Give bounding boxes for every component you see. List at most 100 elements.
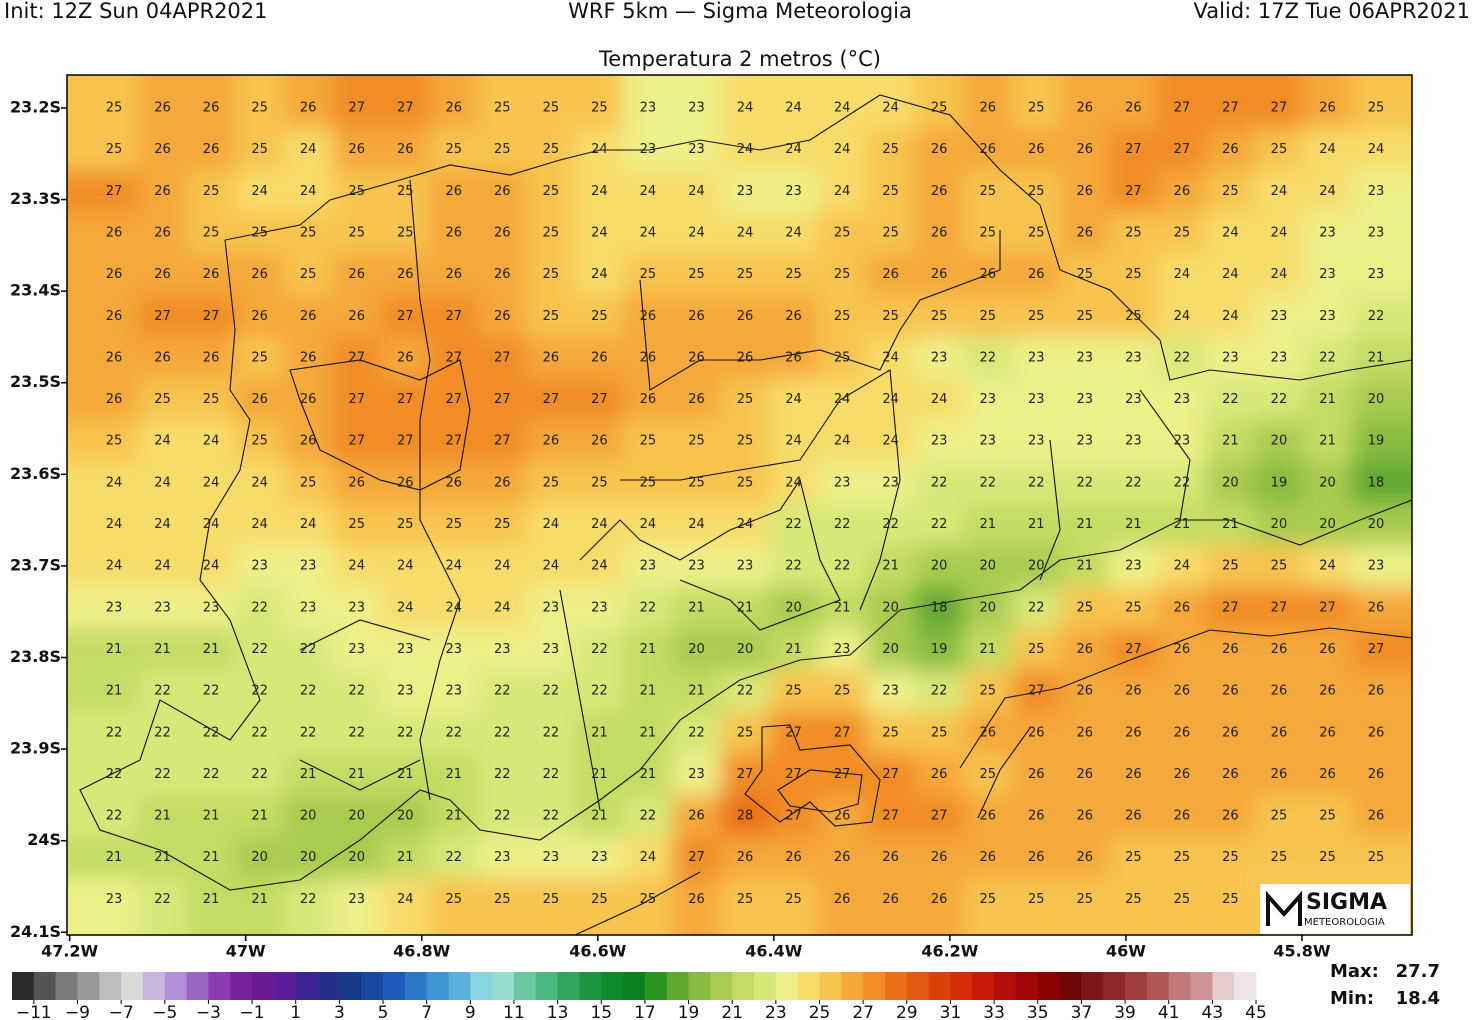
temperature-label: 20 bbox=[979, 600, 996, 615]
temperature-label: 26 bbox=[640, 309, 657, 324]
temperature-label: 26 bbox=[300, 434, 317, 449]
temperature-cell bbox=[186, 337, 236, 380]
temperature-label: 26 bbox=[397, 142, 414, 157]
temperature-label: 26 bbox=[1125, 684, 1142, 699]
temperature-cell bbox=[429, 462, 479, 505]
temperature-label: 26 bbox=[1222, 684, 1239, 699]
temperature-label: 22 bbox=[785, 559, 802, 574]
temperature-label: 23 bbox=[251, 559, 268, 574]
temperature-cell bbox=[283, 753, 333, 796]
temperature-label: 23 bbox=[1028, 392, 1045, 407]
temperature-label: 26 bbox=[1319, 101, 1336, 116]
temperature-cell bbox=[866, 795, 916, 838]
temperature-cell bbox=[283, 670, 333, 713]
temperature-cell bbox=[1109, 586, 1159, 630]
temperature-label: 24 bbox=[931, 392, 948, 407]
temperature-label: 22 bbox=[591, 642, 608, 657]
temperature-label: 25 bbox=[397, 184, 414, 199]
temperature-label: 26 bbox=[882, 267, 899, 282]
temperature-label: 26 bbox=[737, 350, 754, 365]
temperature-label: 24 bbox=[882, 392, 899, 407]
temperature-cell bbox=[67, 295, 139, 338]
temperature-label: 26 bbox=[1368, 809, 1385, 824]
temperature-label: 25 bbox=[203, 392, 220, 407]
temperature-cell bbox=[720, 253, 770, 296]
temperature-label: 24 bbox=[591, 142, 608, 157]
temperature-cell bbox=[914, 878, 964, 935]
temperature-cell bbox=[138, 878, 188, 935]
temperature-cell bbox=[526, 753, 576, 796]
municipal-border bbox=[409, 179, 461, 801]
temperature-label: 22 bbox=[494, 767, 511, 782]
temperature-label: 27 bbox=[1319, 600, 1336, 615]
temperature-label: 22 bbox=[1028, 600, 1045, 615]
temperature-label: 23 bbox=[1368, 559, 1385, 574]
temperature-label: 26 bbox=[494, 475, 511, 490]
temperature-label: 26 bbox=[300, 392, 317, 407]
temperature-cell bbox=[1254, 212, 1304, 255]
temperature-label: 26 bbox=[979, 809, 996, 824]
temperature-label: 27 bbox=[446, 350, 463, 365]
temperature-label: 26 bbox=[154, 225, 171, 240]
colorbar-box bbox=[884, 972, 908, 1000]
colorbar-label: 33 bbox=[983, 1003, 1005, 1020]
colorbar-label: 19 bbox=[678, 1003, 700, 1020]
temperature-label: 26 bbox=[494, 184, 511, 199]
colorbar-box bbox=[470, 972, 493, 1000]
temperature-cell bbox=[769, 337, 819, 380]
temperature-label: 24 bbox=[397, 600, 414, 615]
temperature-label: 20 bbox=[1271, 434, 1288, 449]
temperature-cell bbox=[186, 545, 236, 588]
temperature-cell bbox=[623, 253, 673, 296]
value-labels: 25 26 26 25 26 27 27 26 25 25 25 23 23 24 24 24 24 25 26 25… bbox=[106, 101, 1385, 907]
temperature-label: 22 bbox=[251, 767, 268, 782]
temperature-cell bbox=[1109, 75, 1159, 130]
temperature-label: 25 bbox=[979, 892, 996, 907]
temperature-cell bbox=[1011, 586, 1062, 630]
temperature-cell bbox=[67, 836, 139, 880]
temperature-cell bbox=[1109, 378, 1159, 421]
temperature-label: 25 bbox=[446, 517, 463, 532]
temperature-cell bbox=[914, 420, 964, 463]
temperature-cell bbox=[186, 75, 236, 130]
temperature-label: 20 bbox=[1222, 475, 1239, 490]
temperature-cell bbox=[380, 753, 431, 796]
temperature-cell bbox=[914, 795, 964, 838]
temperature-label: 22 bbox=[251, 725, 268, 740]
temperature-label: 24 bbox=[543, 517, 560, 532]
temperature-cell bbox=[1351, 253, 1412, 296]
temperature-cell bbox=[1157, 628, 1207, 671]
temperature-cell bbox=[380, 295, 431, 338]
temperature-cell bbox=[720, 295, 770, 338]
temperature-cell bbox=[1206, 75, 1256, 130]
temperature-label: 24 bbox=[251, 517, 268, 532]
temperature-label: 22 bbox=[931, 517, 948, 532]
temperature-cell bbox=[332, 628, 382, 671]
temperature-label: 25 bbox=[106, 434, 123, 449]
temperature-cell bbox=[1303, 836, 1353, 880]
temperature-cell bbox=[769, 545, 819, 588]
temperature-cell bbox=[1254, 378, 1304, 421]
temperature-label: 23 bbox=[494, 850, 511, 865]
temperature-cell bbox=[380, 75, 431, 130]
colorbar-box bbox=[1059, 972, 1082, 1000]
temperature-label: 27 bbox=[882, 809, 899, 824]
temperature-cell bbox=[478, 795, 528, 838]
temperature-label: 26 bbox=[1077, 642, 1094, 657]
temperature-cell bbox=[526, 212, 576, 255]
temperature-cell bbox=[235, 295, 285, 338]
temperature-cell bbox=[817, 420, 867, 463]
temperature-cell bbox=[1206, 295, 1256, 338]
temperature-cell bbox=[1303, 503, 1353, 546]
temperature-cell bbox=[866, 753, 916, 796]
temperature-label: 20 bbox=[348, 850, 365, 865]
temperature-label: 24 bbox=[1319, 559, 1336, 574]
temperature-cell bbox=[478, 878, 528, 935]
temperature-label: 23 bbox=[543, 850, 560, 865]
temperature-label: 25 bbox=[834, 267, 851, 282]
temperature-cell bbox=[526, 253, 576, 296]
temperature-label: 26 bbox=[494, 225, 511, 240]
temperature-label: 26 bbox=[1174, 642, 1191, 657]
temperature-label: 26 bbox=[640, 392, 657, 407]
temperature-cell bbox=[866, 420, 916, 463]
